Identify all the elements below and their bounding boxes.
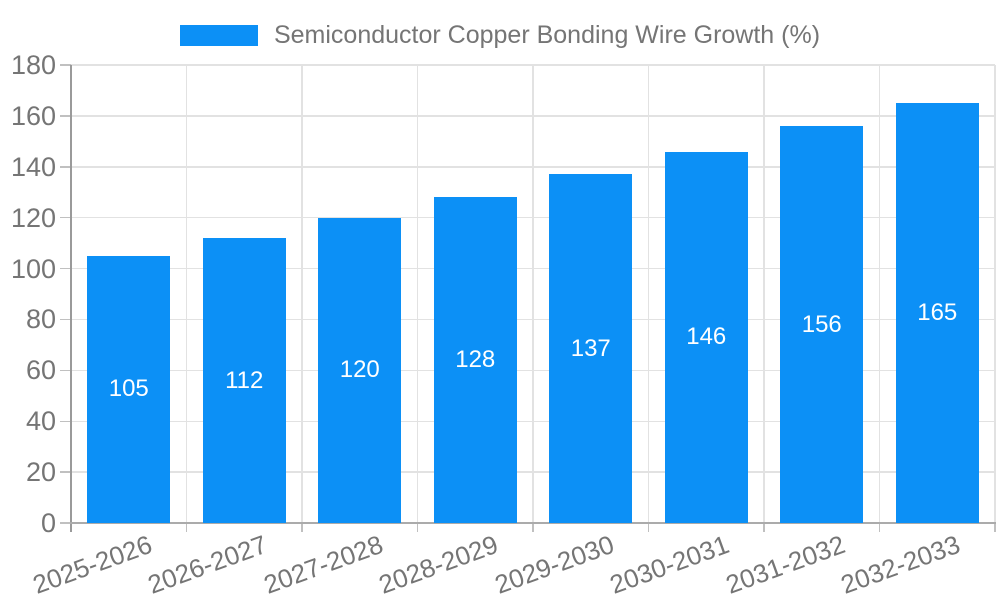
v-gridline <box>994 65 996 523</box>
y-axis-label: 40 <box>25 406 56 437</box>
y-axis-label: 20 <box>25 457 56 488</box>
y-axis-tick <box>60 420 71 423</box>
v-gridline <box>301 65 303 523</box>
y-axis-label: 160 <box>10 100 56 131</box>
y-axis-tick <box>60 64 71 66</box>
y-axis-label: 120 <box>10 202 56 233</box>
bar-value-label: 137 <box>570 334 611 362</box>
x-axis-tick <box>301 523 303 532</box>
y-axis-tick <box>60 216 71 219</box>
bar[interactable] <box>780 126 864 523</box>
bar-value-label: 105 <box>108 375 149 403</box>
y-axis-tick <box>60 471 71 473</box>
y-axis-label: 180 <box>10 50 56 80</box>
y-axis-tick <box>60 318 71 321</box>
y-axis-tick <box>60 522 71 524</box>
legend-color-swatch <box>179 25 258 46</box>
bar-value-label: 156 <box>801 310 842 338</box>
y-axis-line <box>70 65 72 532</box>
x-axis-tick <box>416 523 419 532</box>
bar-value-label: 146 <box>686 323 727 351</box>
bar-value-label: 112 <box>225 366 264 394</box>
x-axis-line <box>70 522 996 524</box>
x-axis-tick <box>647 523 650 532</box>
bar[interactable] <box>664 151 748 523</box>
v-gridline <box>763 65 765 523</box>
bar-value-label: 128 <box>455 346 496 374</box>
bar[interactable] <box>433 197 517 523</box>
v-gridline <box>532 65 534 523</box>
bar[interactable] <box>549 174 633 523</box>
bar[interactable] <box>202 238 286 523</box>
y-axis-label: 80 <box>25 304 56 335</box>
bar-value-label: 120 <box>339 356 380 384</box>
x-axis-tick <box>185 523 188 532</box>
y-axis-tick <box>60 166 71 168</box>
y-axis-label: 140 <box>10 151 56 182</box>
v-gridline <box>647 65 650 523</box>
y-axis-label: 60 <box>25 355 56 386</box>
v-gridline <box>878 65 881 523</box>
legend-series-label: Semiconductor Copper Bonding Wire Growth… <box>273 21 821 49</box>
x-axis-tick <box>878 523 881 532</box>
bar[interactable] <box>87 255 171 523</box>
y-axis-label: 100 <box>10 253 56 284</box>
bar[interactable] <box>318 217 402 523</box>
x-axis-tick <box>532 523 534 532</box>
v-gridline <box>416 65 419 523</box>
bar-value-label: 165 <box>917 299 958 327</box>
legend[interactable]: Semiconductor Copper Bonding Wire Growth… <box>0 21 1000 50</box>
y-axis-label: 0 <box>40 508 56 538</box>
bar[interactable] <box>895 103 979 523</box>
y-axis-tick <box>60 115 71 117</box>
v-gridline <box>185 65 188 523</box>
y-axis-tick <box>60 369 71 372</box>
y-axis-tick <box>60 267 71 270</box>
x-axis-tick <box>994 523 996 532</box>
x-axis-tick <box>763 523 765 532</box>
